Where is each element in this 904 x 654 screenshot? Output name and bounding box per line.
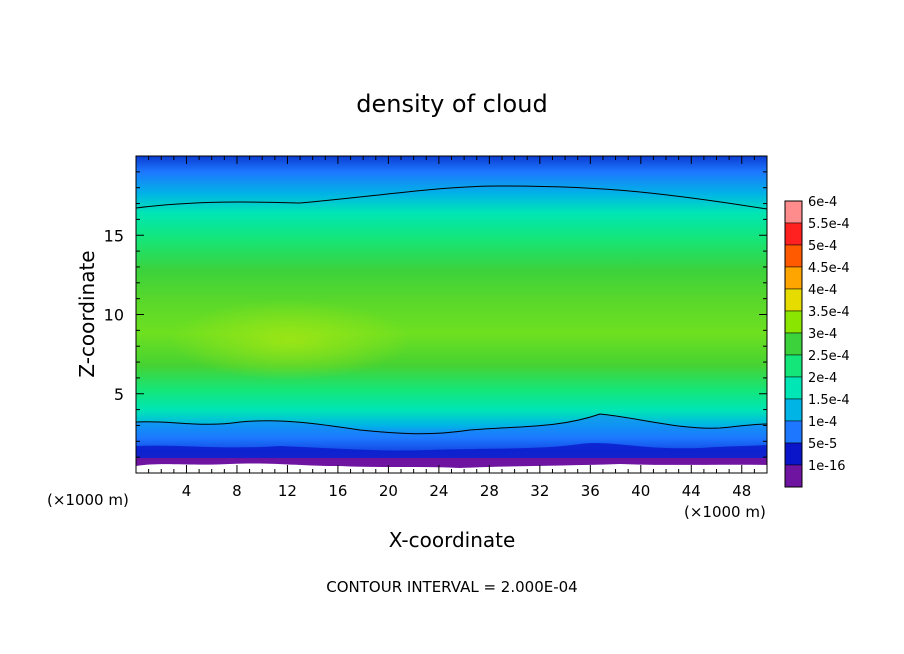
- contour-interval-note: CONTOUR INTERVAL = 2.000E-04: [326, 578, 577, 596]
- density-maximum-region: [170, 300, 410, 380]
- colorbar-label: 3.5e-4: [808, 305, 850, 320]
- y-axis-label: Z-coordinate: [75, 250, 99, 377]
- colorbar-label: 6e-4: [808, 195, 837, 210]
- colorbar-swatch: [784, 332, 803, 356]
- colorbar-label: 2e-4: [808, 371, 837, 386]
- colorbar-swatch: [784, 266, 803, 290]
- x-tick-label: 8: [232, 482, 242, 500]
- x-tick-label: 36: [581, 482, 600, 500]
- colorbar-label: 1e-16: [808, 459, 846, 474]
- colorbar-swatch: [784, 442, 803, 466]
- colorbar-frame: [784, 200, 803, 488]
- colorbar-swatch: [784, 310, 803, 334]
- x-unit-left: (×1000 m): [47, 491, 129, 509]
- colorbar-swatch: [784, 420, 803, 444]
- colorbar-label: 4e-4: [808, 283, 837, 298]
- x-tick-label: 28: [480, 482, 499, 500]
- x-tick-labels: 4 8 12 16 20 24 28 32 36 40 44 48: [182, 482, 752, 500]
- colorbar-label: 1e-4: [808, 415, 837, 430]
- colorbar: 6e-4 5.5e-4 5e-4 4.5e-4 4e-4 3.5e-4 3e-4 2.5e-4…: [784, 195, 850, 488]
- lower-contour-line: [136, 413, 767, 435]
- x-tick-label: 12: [278, 482, 297, 500]
- x-axis-label: X-coordinate: [389, 528, 516, 552]
- colorbar-swatch: [784, 244, 803, 268]
- plot-area: [136, 156, 767, 473]
- colorbar-label: 2.5e-4: [808, 349, 850, 364]
- axis-ticks: [136, 156, 767, 473]
- colorbar-label: 5.5e-4: [808, 217, 850, 232]
- x-tick-label: 4: [182, 482, 192, 500]
- colorbar-label: 3e-4: [808, 327, 837, 342]
- colorbar-swatch: [784, 376, 803, 400]
- y-tick-label: 10: [104, 306, 124, 325]
- ground-white-band: [136, 463, 767, 473]
- chart-title: density of cloud: [356, 90, 547, 118]
- x-unit-right: (×1000 m): [684, 503, 766, 521]
- colorbar-label: 5e-5: [808, 437, 837, 452]
- x-tick-label: 40: [631, 482, 650, 500]
- colorbar-swatch: [784, 464, 803, 488]
- x-tick-label: 16: [328, 482, 347, 500]
- upper-contour-line: [136, 185, 767, 210]
- y-tick-labels: 5 10 15: [104, 226, 124, 404]
- colorbar-label: 4.5e-4: [808, 261, 850, 276]
- colorbar-label: 1.5e-4: [808, 393, 850, 408]
- x-tick-label: 48: [732, 482, 751, 500]
- y-tick-label: 5: [114, 385, 124, 404]
- colorbar-swatch: [784, 222, 803, 246]
- colorbar-swatch: [784, 288, 803, 312]
- colorbar-swatch: [784, 398, 803, 422]
- y-tick-label: 15: [104, 226, 124, 245]
- x-tick-label: 20: [379, 482, 398, 500]
- colorbar-swatch: [784, 200, 803, 224]
- x-tick-label: 32: [530, 482, 549, 500]
- x-tick-label: 44: [682, 482, 701, 500]
- colorbar-label: 5e-4: [808, 239, 837, 254]
- x-tick-label: 24: [429, 482, 448, 500]
- colorbar-swatch: [784, 354, 803, 378]
